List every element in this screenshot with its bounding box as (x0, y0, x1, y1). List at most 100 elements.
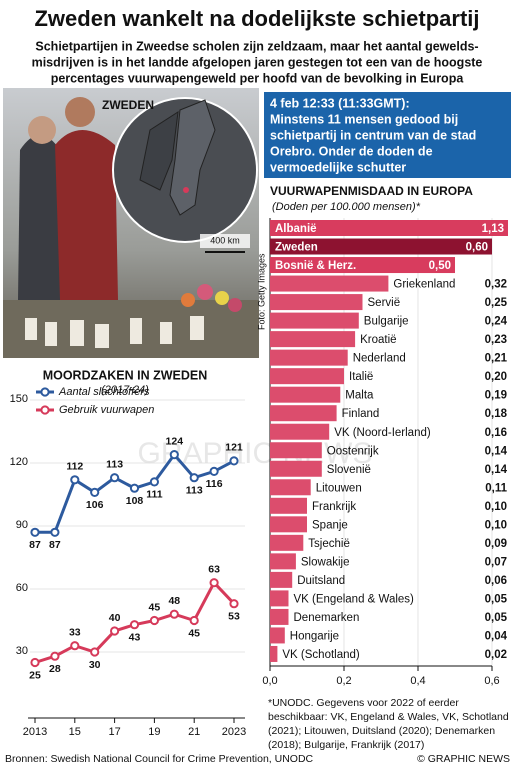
value-label: 1,13 (482, 223, 504, 235)
bar (270, 368, 344, 385)
category-label: Spanje (312, 519, 348, 531)
value-label: 0,04 (485, 630, 508, 642)
chart-subtitle: (Doden per 100.000 mensen)* (272, 201, 421, 213)
value-label: 0,50 (429, 260, 451, 272)
category-label: Zweden (275, 242, 318, 254)
legend-marker (40, 405, 50, 415)
data-label: 53 (228, 610, 240, 622)
bar (270, 275, 389, 292)
category-label: Malta (345, 390, 374, 402)
value-label: 0,14 (485, 464, 508, 476)
data-label: 45 (149, 601, 161, 613)
sweden-shape (169, 99, 216, 216)
point (50, 527, 60, 537)
point (169, 450, 179, 460)
data-label: 87 (29, 539, 41, 551)
value-label: 0,21 (485, 353, 508, 365)
value-label: 0,11 (485, 482, 507, 494)
sources: Bronnen: Swedish National Council for Cr… (5, 753, 314, 765)
data-label: 121 (225, 442, 243, 454)
value-label: 0,25 (485, 297, 508, 309)
x-tick-label: 0,6 (484, 675, 499, 687)
subtitle-line: Schietpartijen in Zweedse scholen zijn z… (35, 39, 478, 53)
point (90, 487, 100, 497)
bar (270, 460, 322, 477)
norway-shape (139, 111, 179, 191)
title: Zweden wankelt na dodelijkste schietpart… (34, 6, 479, 31)
bar (270, 257, 455, 274)
footnote-line: (2021); Litouwen, Duitsland (2020); Dene… (268, 725, 495, 737)
bar (270, 516, 307, 533)
legend-label: Gebruik vuurwapen (59, 404, 154, 416)
data-label: 124 (166, 435, 184, 447)
point (149, 615, 159, 626)
data-label: 43 (129, 631, 141, 643)
data-label: 113 (106, 458, 123, 470)
value-label: 0,02 (485, 649, 507, 661)
x-tick-label: 0,2 (336, 675, 351, 687)
y-tick-label: 90 (16, 519, 28, 531)
point (90, 647, 100, 657)
category-label: VK (Schotland) (282, 649, 360, 661)
point (209, 466, 219, 476)
point (149, 477, 159, 487)
flowers (181, 284, 242, 312)
value-label: 0,06 (485, 575, 507, 587)
bar (270, 590, 289, 607)
value-label: 0,10 (485, 501, 507, 513)
data-label: 113 (186, 484, 203, 496)
point (129, 483, 140, 493)
point (50, 651, 60, 661)
data-label: 33 (69, 626, 81, 638)
bar (270, 442, 322, 459)
data-label: 28 (49, 663, 61, 675)
bar (270, 405, 337, 422)
category-label: Slovenië (327, 464, 371, 476)
orebro-dot (183, 187, 189, 193)
footnote: *UNODC. Gegevens voor 2022 of eerder bes… (268, 697, 509, 751)
bar (270, 571, 293, 588)
point (30, 657, 40, 668)
value-label: 0,16 (485, 427, 507, 439)
value-label: 0,07 (485, 556, 507, 568)
value-label: 0,60 (466, 242, 488, 254)
point (229, 599, 239, 609)
value-label: 0,24 (485, 316, 508, 328)
category-label: Bosnië & Herz. (275, 260, 356, 272)
point (189, 473, 199, 483)
value-label: 0,20 (485, 371, 507, 383)
footnote-line: *UNODC. Gegevens voor 2022 of eerder (268, 697, 459, 709)
news-box: 4 feb 12:33 (11:33GMT): Minstens 11 mens… (264, 92, 511, 178)
category-label: Finland (342, 408, 380, 420)
bar (270, 423, 330, 440)
point (110, 473, 120, 483)
news-line: schietpartij in centrum van de stad (270, 128, 476, 142)
bar (270, 608, 289, 625)
point (229, 456, 239, 466)
news-line: Minstens 11 mensen gedood bij (270, 112, 458, 126)
category-label: Nederland (353, 353, 406, 365)
bar (270, 627, 285, 644)
bars (270, 220, 508, 662)
data-label: 108 (126, 495, 144, 507)
value-label: 0,09 (485, 538, 507, 550)
point (129, 620, 140, 630)
value-label: 0,32 (485, 279, 507, 291)
head (65, 97, 95, 127)
point (189, 615, 199, 626)
x-tick-label: 17 (108, 726, 120, 738)
data-label: 87 (49, 539, 61, 551)
category-label: Albanië (275, 223, 317, 235)
bar (270, 312, 359, 329)
chart-subtitle: (2017-24) (101, 384, 149, 396)
bar (270, 534, 304, 551)
bar (270, 645, 278, 662)
data-label: 48 (168, 595, 180, 607)
value-label: 0,10 (485, 519, 507, 531)
data-label: 112 (66, 461, 83, 473)
point (169, 609, 179, 619)
point (209, 578, 219, 588)
news-time: 4 feb 12:33 (11:33GMT): (270, 96, 410, 110)
point (110, 626, 120, 636)
